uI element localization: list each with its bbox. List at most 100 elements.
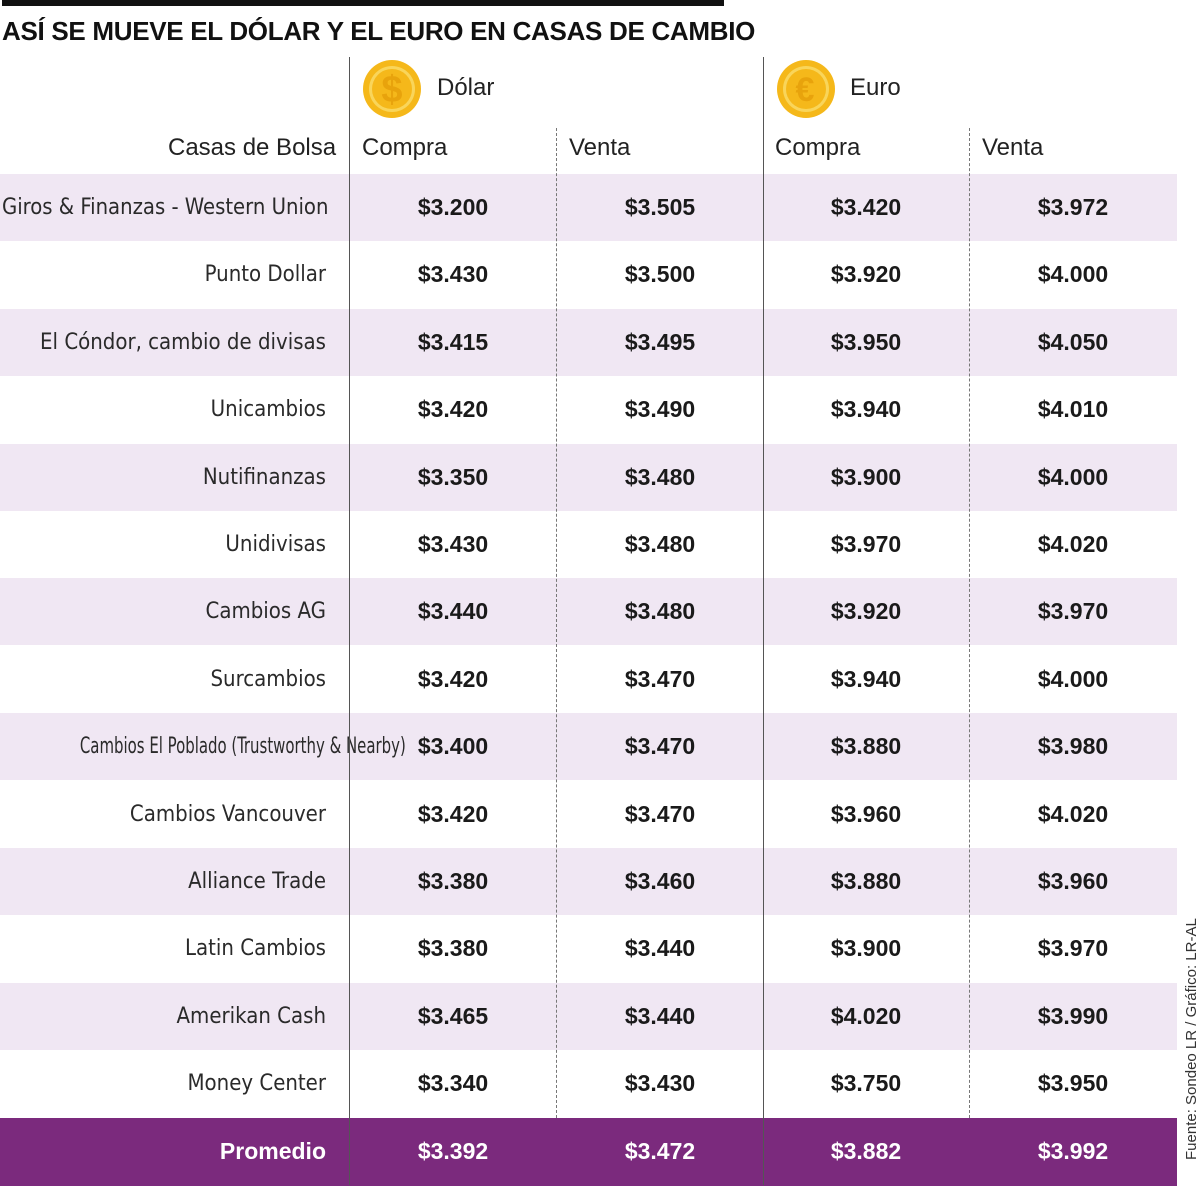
dolar-venta-value: $3.440 — [624, 1003, 696, 1029]
casa-name: Giros & Finanzas - Western Union — [1, 195, 329, 220]
euro-venta-value: $3.950 — [1037, 1070, 1109, 1096]
euro-compra-value: $3.750 — [830, 1070, 902, 1096]
dolar-compra-value: $3.430 — [417, 531, 489, 557]
euro-venta-value: $4.050 — [1037, 329, 1109, 355]
dolar-venta-value: $3.470 — [624, 733, 696, 759]
top-rule — [2, 0, 724, 6]
average-dolar-venta-value: $3.472 — [624, 1138, 696, 1164]
average-row-background — [0, 1118, 1177, 1186]
table-row-background — [0, 174, 1177, 241]
dolar-venta-value: $3.480 — [624, 464, 696, 490]
dolar-compra-value: $3.380 — [417, 868, 489, 894]
dolar-compra-value: $3.465 — [417, 1003, 489, 1029]
dolar-compra-value: $3.420 — [417, 666, 489, 692]
dolar-compra-value: $3.200 — [417, 194, 489, 220]
column-header-euro-compra: Compra — [775, 134, 861, 161]
column-divider-dolar-venta — [556, 128, 557, 1118]
dolar-compra-value: $3.430 — [417, 261, 489, 287]
dolar-venta-value: $3.460 — [624, 868, 696, 894]
euro-compra-value: $3.960 — [830, 801, 902, 827]
dolar-compra-value: $3.420 — [417, 801, 489, 827]
average-euro-venta-value: $3.992 — [1037, 1138, 1109, 1164]
euro-venta-value: $4.000 — [1037, 464, 1109, 490]
dolar-compra-value: $3.350 — [417, 464, 489, 490]
column-divider-euro-venta — [969, 128, 970, 1118]
casa-name: Latin Cambios — [185, 936, 326, 961]
euro-compra-value: $3.900 — [830, 935, 902, 961]
column-header-dolar-compra: Compra — [362, 134, 448, 161]
dolar-compra-value: $3.440 — [417, 598, 489, 624]
euro-compra-value: $3.900 — [830, 464, 902, 490]
dolar-venta-value: $3.470 — [624, 801, 696, 827]
source-note: Fuente: Sondeo LR / Gráfico: LR-AL — [1183, 918, 1200, 1160]
dolar-venta-value: $3.490 — [624, 396, 696, 422]
euro-venta-value: $3.960 — [1037, 868, 1109, 894]
column-divider-euro — [763, 57, 764, 1185]
dolar-venta-value: $3.480 — [624, 598, 696, 624]
euro-venta-value: $4.000 — [1037, 261, 1109, 287]
euro-compra-value: $3.920 — [830, 261, 902, 287]
average-label: Promedio — [219, 1138, 326, 1164]
dolar-venta-value: $3.495 — [624, 329, 696, 355]
euro-compra-value: $3.920 — [830, 598, 902, 624]
currency-label-euro: Euro — [850, 74, 901, 101]
dolar-venta-value: $3.480 — [624, 531, 696, 557]
table-row-background — [0, 983, 1177, 1050]
svg-text:€: € — [796, 71, 815, 109]
dolar-venta-value: $3.440 — [624, 935, 696, 961]
casa-name: Amerikan Cash — [176, 1004, 326, 1029]
casa-name: Unicambios — [210, 397, 326, 422]
dolar-compra-value: $3.400 — [417, 733, 489, 759]
casa-name: Cambios AG — [205, 599, 327, 624]
euro-coin-icon: € — [777, 60, 835, 118]
euro-venta-value: $4.000 — [1037, 666, 1109, 692]
euro-compra-value: $3.880 — [830, 868, 902, 894]
svg-text:$: $ — [381, 69, 402, 111]
euro-compra-value: $3.950 — [830, 329, 902, 355]
chart-title: ASÍ SE MUEVE EL DÓLAR Y EL EURO EN CASAS… — [2, 16, 756, 46]
casa-name: Money Center — [187, 1071, 326, 1096]
euro-venta-value: $3.970 — [1037, 598, 1109, 624]
euro-compra-value: $3.420 — [830, 194, 902, 220]
dolar-venta-value: $3.430 — [624, 1070, 696, 1096]
euro-venta-value: $3.972 — [1037, 194, 1109, 220]
euro-venta-value: $3.990 — [1037, 1003, 1109, 1029]
euro-venta-value: $4.010 — [1037, 396, 1109, 422]
table-row-background — [0, 713, 1177, 780]
casa-name: Alliance Trade — [188, 869, 326, 894]
dolar-compra-value: $3.420 — [417, 396, 489, 422]
euro-compra-value: $3.940 — [830, 666, 902, 692]
euro-compra-value: $3.970 — [830, 531, 902, 557]
casa-name: Unidivisas — [225, 532, 326, 557]
dolar-compra-value: $3.340 — [417, 1070, 489, 1096]
column-divider-dolar — [349, 57, 350, 1185]
casa-name: Nutifinanzas — [202, 465, 326, 490]
dollar-coin-icon: $ — [363, 60, 421, 118]
casa-name: Cambios Vancouver — [129, 802, 326, 827]
euro-compra-value: $3.880 — [830, 733, 902, 759]
currency-label-dolar: Dólar — [437, 74, 495, 101]
euro-compra-value: $4.020 — [830, 1003, 902, 1029]
euro-venta-value: $3.980 — [1037, 733, 1109, 759]
column-header-euro-venta: Venta — [982, 134, 1044, 161]
euro-venta-value: $3.970 — [1037, 935, 1109, 961]
dolar-venta-value: $3.505 — [624, 194, 696, 220]
dolar-venta-value: $3.470 — [624, 666, 696, 692]
table-row-background — [0, 848, 1177, 915]
table-row-background — [0, 309, 1177, 376]
casa-name: Surcambios — [210, 667, 326, 692]
average-dolar-compra-value: $3.392 — [417, 1138, 489, 1164]
euro-venta-value: $4.020 — [1037, 801, 1109, 827]
casa-name: Cambios El Poblado (Trustworthy & Nearby… — [79, 734, 406, 759]
column-header-dolar-venta: Venta — [569, 134, 631, 161]
average-euro-compra-value: $3.882 — [830, 1138, 902, 1164]
euro-compra-value: $3.940 — [830, 396, 902, 422]
euro-venta-value: $4.020 — [1037, 531, 1109, 557]
dolar-compra-value: $3.380 — [417, 935, 489, 961]
casa-name: Punto Dollar — [204, 262, 326, 287]
dolar-venta-value: $3.500 — [624, 261, 696, 287]
dolar-compra-value: $3.415 — [417, 329, 489, 355]
table-row-background — [0, 444, 1177, 511]
casa-name: El Cóndor, cambio de divisas — [40, 330, 326, 355]
table-row-background — [0, 578, 1177, 645]
